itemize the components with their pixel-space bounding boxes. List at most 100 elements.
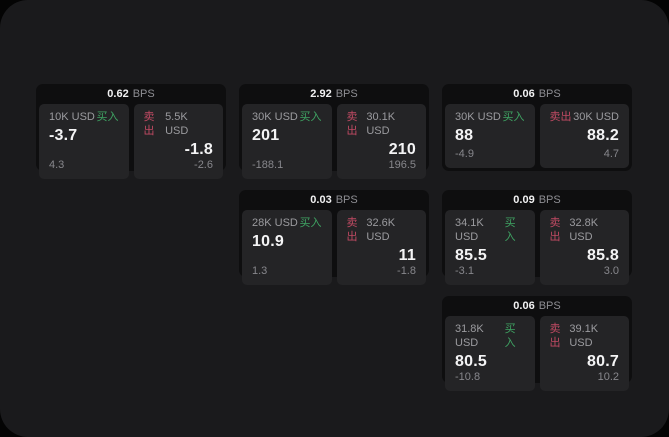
- sell-side-label: 卖出: [549, 111, 572, 123]
- sell-side-label: 卖出: [549, 217, 561, 243]
- sell-panel[interactable]: 卖出 30.1K USD 210 196.5: [336, 104, 426, 179]
- card-header: 0.62 BPS: [39, 84, 223, 104]
- buy-side-label: 买入: [502, 111, 525, 123]
- bps-unit: BPS: [335, 88, 358, 100]
- sell-amount: 32.6K USD: [366, 217, 396, 243]
- buy-amount: 10K USD: [49, 111, 95, 123]
- buy-panel[interactable]: 30K USD 买入 88 -4.9: [445, 104, 535, 168]
- buy-price: -3.7: [49, 127, 78, 144]
- quote-card: 0.06 BPS 31.8K USD 买入 80.5 -10.8 卖出 39.1…: [442, 296, 632, 391]
- sell-sub-value: 4.7: [603, 148, 619, 160]
- buy-side-label: 买入: [96, 111, 119, 123]
- buy-panel[interactable]: 34.1K USD 买入 85.5 -3.1: [445, 210, 535, 285]
- sell-price: 88.2: [587, 127, 619, 144]
- sell-panel[interactable]: 卖出 39.1K USD 80.7 10.2: [539, 316, 629, 391]
- sell-price: 85.8: [587, 247, 619, 264]
- sell-side-label: 卖出: [346, 217, 358, 243]
- panel-top-row: 卖出 32.8K USD: [550, 216, 620, 244]
- buy-sub-value: 4.3: [49, 159, 65, 171]
- panel-top-row: 10K USD 买入: [49, 110, 119, 124]
- buy-price: 10.9: [252, 233, 284, 250]
- buy-amount: 30K USD: [455, 111, 501, 123]
- quote-card: 2.92 BPS 30K USD 买入 201 -188.1 卖出 30.1K …: [239, 84, 429, 179]
- bps-unit: BPS: [538, 194, 561, 206]
- buy-sub-value: -4.9: [455, 148, 474, 160]
- bps-unit: BPS: [132, 88, 155, 100]
- sell-sub-value: 3.0: [603, 265, 619, 277]
- card-header: 2.92 BPS: [242, 84, 426, 104]
- buy-amount: 30K USD: [252, 111, 298, 123]
- panels: 30K USD 买入 201 -188.1 卖出 30.1K USD 210 1…: [242, 104, 426, 179]
- panel-top-row: 30K USD 买入: [252, 110, 322, 124]
- buy-sub-value: -3.1: [455, 265, 474, 277]
- panel-top-row: 28K USD 买入: [252, 216, 322, 230]
- bps-value: 0.06: [513, 300, 535, 312]
- sell-sub-value: -1.8: [397, 265, 416, 277]
- buy-side-label: 买入: [504, 217, 516, 243]
- quote-card: 0.06 BPS 30K USD 买入 88 -4.9 卖出 30K USD: [442, 84, 632, 171]
- card-header: 0.06 BPS: [445, 296, 629, 316]
- panel-top-row: 卖出 30K USD: [550, 110, 620, 124]
- card-header: 0.03 BPS: [242, 190, 426, 210]
- sell-panel[interactable]: 卖出 32.8K USD 85.8 3.0: [539, 210, 629, 285]
- buy-amount: 34.1K USD: [455, 217, 484, 243]
- quote-card: 0.62 BPS 10K USD 买入 -3.7 4.3 卖出 5.5K USD: [36, 84, 226, 179]
- panel-top-row: 卖出 30.1K USD: [347, 110, 417, 138]
- sell-sub-value: -2.6: [194, 159, 213, 171]
- sell-panel[interactable]: 卖出 32.6K USD 11 -1.8: [336, 210, 426, 285]
- panels: 28K USD 买入 10.9 1.3 卖出 32.6K USD 11 -1.8: [242, 210, 426, 285]
- panels: 34.1K USD 买入 85.5 -3.1 卖出 32.8K USD 85.8…: [445, 210, 629, 285]
- buy-panel[interactable]: 28K USD 买入 10.9 1.3: [242, 210, 332, 285]
- bps-value: 0.06: [513, 88, 535, 100]
- sell-amount: 30.1K USD: [366, 111, 396, 137]
- buy-panel[interactable]: 31.8K USD 买入 80.5 -10.8: [445, 316, 535, 391]
- panels: 30K USD 买入 88 -4.9 卖出 30K USD 88.2 4.7: [445, 104, 629, 168]
- bps-unit: BPS: [538, 88, 561, 100]
- quote-card: 0.03 BPS 28K USD 买入 10.9 1.3 卖出 32.6K US…: [239, 190, 429, 285]
- buy-panel[interactable]: 10K USD 买入 -3.7 4.3: [39, 104, 129, 179]
- quote-card-grid: 0.62 BPS 10K USD 买入 -3.7 4.3 卖出 5.5K USD: [36, 84, 632, 391]
- sell-sub-value: 196.5: [388, 159, 416, 171]
- sell-amount: 39.1K USD: [569, 323, 599, 349]
- panel-top-row: 31.8K USD 买入: [455, 322, 525, 350]
- card-header: 0.09 BPS: [445, 190, 629, 210]
- panels: 10K USD 买入 -3.7 4.3 卖出 5.5K USD -1.8 -2.…: [39, 104, 223, 179]
- sell-side-label: 卖出: [143, 111, 155, 137]
- buy-panel[interactable]: 30K USD 买入 201 -188.1: [242, 104, 332, 179]
- sell-amount: 30K USD: [573, 111, 619, 123]
- buy-side-label: 买入: [504, 323, 516, 349]
- quote-card: 0.09 BPS 34.1K USD 买入 85.5 -3.1 卖出 32.8K…: [442, 190, 632, 285]
- buy-price: 85.5: [455, 247, 487, 264]
- panels: 31.8K USD 买入 80.5 -10.8 卖出 39.1K USD 80.…: [445, 316, 629, 391]
- sell-side-label: 卖出: [549, 323, 561, 349]
- buy-sub-value: -188.1: [252, 159, 284, 171]
- sell-price: 210: [388, 141, 416, 158]
- sell-price: 80.7: [587, 353, 619, 370]
- buy-side-label: 买入: [299, 217, 322, 229]
- buy-price: 201: [252, 127, 280, 144]
- bps-unit: BPS: [335, 194, 358, 206]
- sell-side-label: 卖出: [346, 111, 358, 137]
- buy-price: 80.5: [455, 353, 487, 370]
- panel-top-row: 34.1K USD 买入: [455, 216, 525, 244]
- panel-top-row: 30K USD 买入: [455, 110, 525, 124]
- buy-amount: 28K USD: [252, 217, 298, 229]
- panel-top-row: 卖出 5.5K USD: [144, 110, 214, 138]
- bps-value: 0.62: [107, 88, 129, 100]
- bps-unit: BPS: [538, 300, 561, 312]
- sell-price: 11: [398, 247, 416, 264]
- buy-sub-value: -10.8: [455, 371, 481, 383]
- sell-panel[interactable]: 卖出 30K USD 88.2 4.7: [539, 104, 629, 168]
- buy-side-label: 买入: [299, 111, 322, 123]
- buy-amount: 31.8K USD: [455, 323, 484, 349]
- buy-sub-value: 1.3: [252, 265, 268, 277]
- panel-top-row: 卖出 32.6K USD: [347, 216, 417, 244]
- sell-amount: 5.5K USD: [165, 111, 189, 137]
- panel-top-row: 卖出 39.1K USD: [550, 322, 620, 350]
- bps-value: 2.92: [310, 88, 332, 100]
- sell-price: -1.8: [184, 141, 213, 158]
- bps-value: 0.03: [310, 194, 332, 206]
- sell-sub-value: 10.2: [597, 371, 619, 383]
- sell-panel[interactable]: 卖出 5.5K USD -1.8 -2.6: [133, 104, 223, 179]
